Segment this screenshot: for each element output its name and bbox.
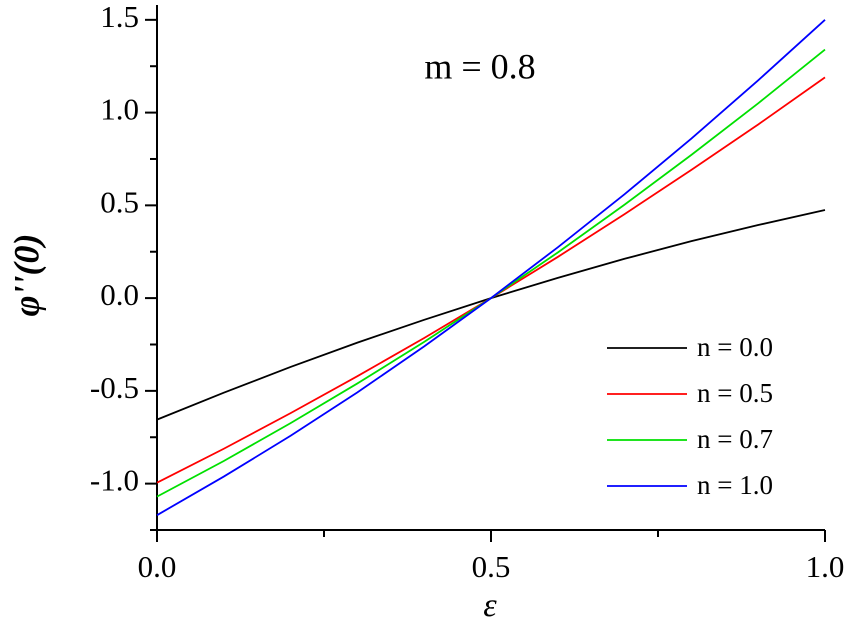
y-tick-label: 1.5 xyxy=(100,0,139,34)
series-line xyxy=(156,19,826,516)
legend-label: n = 0.7 xyxy=(697,424,773,454)
y-tick-label: -0.5 xyxy=(90,370,139,405)
y-tick-label: 0.0 xyxy=(100,277,139,312)
legend-label: n = 0.0 xyxy=(697,332,773,362)
annotation: m = 0.8 xyxy=(424,46,535,86)
x-axis-label: ε xyxy=(483,587,497,624)
legend-label: n = 0.5 xyxy=(697,378,773,408)
x-tick-label: 0.0 xyxy=(138,549,177,584)
y-tick-label: -1.0 xyxy=(90,463,139,498)
legend-label: n = 1.0 xyxy=(697,470,773,500)
x-tick-label: 0.5 xyxy=(472,549,511,584)
series-line xyxy=(156,76,826,484)
y-tick-label: 1.0 xyxy=(100,92,139,127)
y-axis-label: φ''(0) xyxy=(6,233,46,316)
y-tick-label: 0.5 xyxy=(100,184,139,219)
x-tick-label: 1.0 xyxy=(806,549,845,584)
